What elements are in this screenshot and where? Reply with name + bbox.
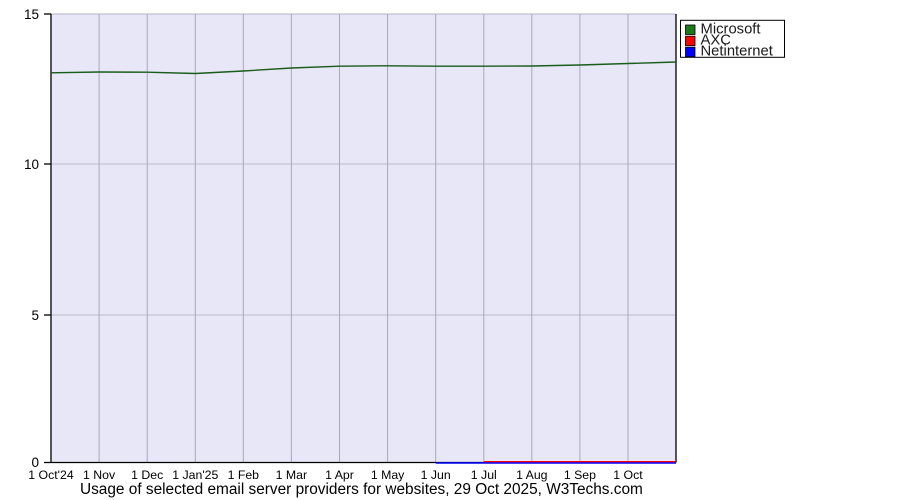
svg-text:1 Oct: 1 Oct (613, 468, 643, 482)
svg-text:1 Jul: 1 Jul (471, 468, 497, 482)
svg-text:1 Oct'24: 1 Oct'24 (28, 468, 74, 482)
svg-text:5: 5 (31, 308, 39, 323)
svg-text:Usage of selected email server: Usage of selected email server providers… (80, 481, 643, 498)
svg-text:1 Apr: 1 Apr (325, 468, 354, 482)
svg-text:1 Aug: 1 Aug (516, 468, 548, 482)
svg-text:Netinternet: Netinternet (701, 44, 773, 60)
svg-text:1 Mar: 1 Mar (276, 468, 307, 482)
svg-text:10: 10 (24, 157, 39, 172)
svg-text:1 Sep: 1 Sep (564, 468, 596, 482)
svg-text:15: 15 (24, 7, 39, 22)
svg-text:1 Nov: 1 Nov (83, 468, 116, 482)
svg-text:1 May: 1 May (371, 468, 405, 482)
svg-text:1 Jan'25: 1 Jan'25 (172, 468, 218, 482)
svg-text:1 Jun: 1 Jun (421, 468, 451, 482)
svg-text:1 Feb: 1 Feb (228, 468, 260, 482)
svg-text:1 Dec: 1 Dec (131, 468, 163, 482)
